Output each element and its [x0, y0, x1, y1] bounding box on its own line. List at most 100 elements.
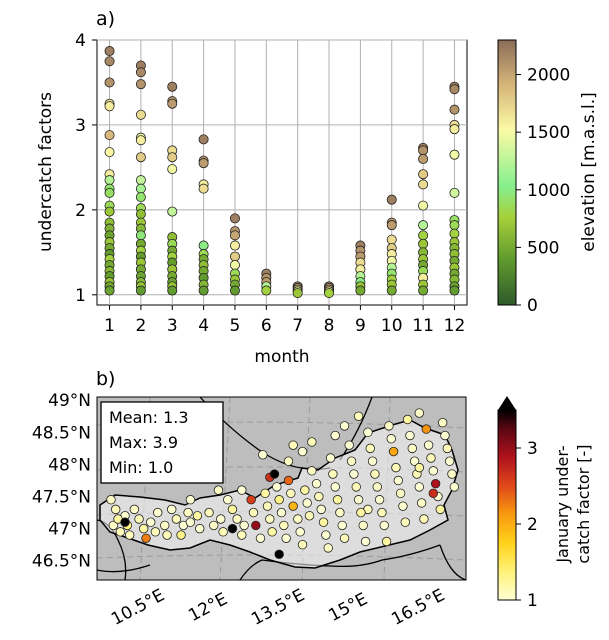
data-point: [324, 288, 335, 299]
data-point: [198, 285, 209, 296]
station-point: [414, 408, 424, 418]
station-point: [447, 469, 457, 479]
station-point: [248, 507, 259, 518]
data-point: [386, 234, 397, 245]
colorbar-tick-label: 0: [527, 296, 538, 316]
map-points: [106, 408, 460, 560]
data-point: [104, 147, 115, 158]
undercatch-colorbar-ticks: 1 2 3: [516, 439, 538, 611]
data-point: [386, 285, 397, 296]
station-point: [367, 456, 378, 466]
station-point: [321, 530, 331, 540]
station-point: [272, 482, 282, 492]
plot-a-x-ticks: 1 2 3 4 5 6 7 8 9 10 11 12: [104, 305, 465, 336]
station-point: [274, 549, 284, 560]
station-point: [288, 440, 298, 450]
station-point: [185, 495, 196, 505]
data-point: [386, 194, 397, 205]
data-point: [104, 130, 115, 141]
station-point: [423, 440, 434, 450]
station-point: [405, 430, 415, 441]
data-point: [104, 187, 115, 198]
map-frame: [96, 396, 467, 581]
lon-tick-label: 10.5°E: [108, 585, 168, 629]
data-point: [104, 285, 115, 296]
data-point: [135, 285, 146, 296]
station-point: [129, 504, 140, 515]
station-point: [402, 414, 413, 425]
station-point: [372, 482, 382, 492]
station-point: [300, 485, 310, 495]
data-point: [229, 260, 240, 271]
station-point: [335, 507, 345, 518]
station-point: [332, 495, 343, 505]
data-point: [449, 104, 460, 115]
station-point: [346, 456, 357, 466]
x-tick-label: 8: [324, 316, 335, 336]
station-point: [407, 443, 417, 454]
station-point: [246, 495, 256, 505]
stats-max: Max: 3.9: [109, 433, 178, 452]
data-point: [229, 285, 240, 296]
data-point: [355, 285, 366, 296]
data-point: [418, 169, 429, 180]
undercatch-colorbar-label-line2: catch factor [-]: [574, 444, 593, 563]
stats-box: Mean: 1.3 Max: 3.9 Min: 1.0: [100, 401, 224, 484]
data-point: [198, 183, 209, 194]
station-point: [213, 485, 224, 495]
station-point: [227, 504, 238, 515]
station-point: [323, 543, 333, 553]
plot-a-y-ticks: 1 2 3 4: [75, 31, 97, 306]
data-point: [386, 220, 397, 231]
data-point: [198, 158, 209, 169]
x-tick-label: 10: [381, 316, 403, 336]
station-point: [449, 482, 460, 492]
station-point: [171, 514, 182, 524]
station-point: [435, 504, 446, 515]
station-point: [363, 427, 373, 438]
station-point: [316, 504, 326, 515]
data-point: [167, 285, 178, 296]
lat-tick-label: 49°N: [48, 391, 91, 411]
data-point: [261, 285, 272, 296]
station-point: [419, 514, 429, 524]
elevation-colorbar: [497, 39, 517, 306]
elevation-colorbar-label: elevation [m.a.s.l.]: [579, 92, 599, 252]
station-point: [428, 466, 439, 476]
lon-tick-label: 15°E: [325, 589, 370, 626]
station-point: [377, 507, 387, 518]
station-point: [398, 501, 408, 511]
station-point: [237, 530, 247, 540]
data-point: [198, 240, 209, 251]
station-point: [325, 453, 336, 463]
lon-tick-label: 12°E: [185, 589, 230, 626]
data-point: [135, 192, 146, 203]
station-point: [183, 507, 193, 518]
station-point: [283, 456, 294, 466]
station-point: [120, 517, 130, 527]
station-point: [393, 475, 403, 486]
station-point: [437, 417, 448, 428]
station-point: [421, 424, 431, 434]
station-point: [349, 469, 359, 479]
station-point: [146, 517, 156, 527]
x-tick-label: 12: [444, 316, 466, 336]
station-point: [311, 478, 322, 489]
station-point: [358, 520, 368, 531]
station-point: [442, 443, 453, 454]
x-tick-label: 11: [412, 316, 434, 336]
undercatch-colorbar-extend: [498, 396, 516, 410]
station-point: [416, 498, 427, 508]
data-point: [135, 109, 146, 120]
data-point: [418, 230, 429, 241]
data-point: [135, 209, 146, 220]
station-point: [339, 421, 350, 431]
station-point: [141, 533, 151, 543]
lat-tick-label: 47.5°N: [32, 488, 91, 508]
station-point: [339, 533, 350, 543]
lat-tick-label: 48°N: [48, 455, 91, 475]
data-point: [135, 175, 146, 186]
stats-min: Min: 1.0: [109, 458, 173, 477]
data-point: [229, 230, 240, 241]
